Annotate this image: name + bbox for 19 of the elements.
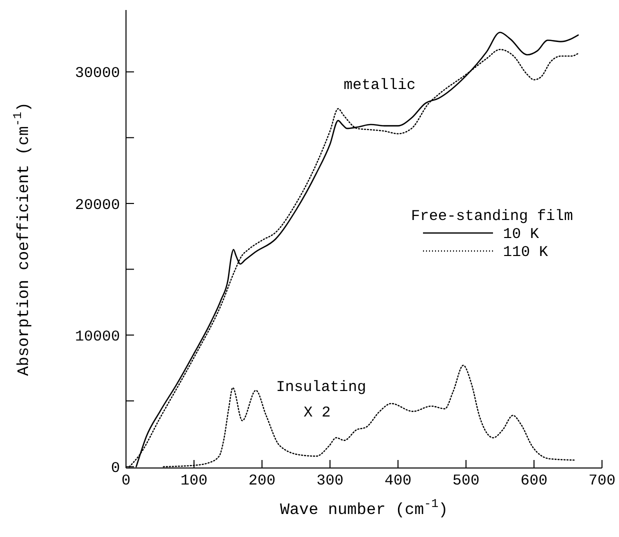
x-tick-label: 200 bbox=[248, 472, 276, 490]
x-tick-label: 600 bbox=[520, 472, 548, 490]
annotation: metallic bbox=[344, 76, 416, 94]
x-tick-label: 500 bbox=[452, 472, 480, 490]
annotation: X 2 bbox=[304, 404, 331, 422]
x-tick-label: 400 bbox=[384, 472, 412, 490]
x-tick-label: 0 bbox=[121, 472, 131, 490]
y-tick-label: 10000 bbox=[74, 328, 120, 346]
y-tick-label: 30000 bbox=[74, 65, 120, 82]
legend-label: 110 K bbox=[503, 244, 548, 261]
legend-label: 10 K bbox=[503, 226, 540, 243]
y-tick-label: 20000 bbox=[74, 196, 120, 214]
x-axis-title: Wave number (cm$^{-1}$) bbox=[280, 497, 448, 519]
y-tick-label: 0 bbox=[110, 460, 120, 478]
annotation: Insulating bbox=[276, 379, 366, 396]
legend-title: Free-standing film bbox=[411, 208, 574, 225]
x-tick-label: 100 bbox=[180, 472, 208, 490]
x-tick-label: 300 bbox=[316, 472, 344, 490]
x-tick-label: 700 bbox=[588, 472, 616, 490]
